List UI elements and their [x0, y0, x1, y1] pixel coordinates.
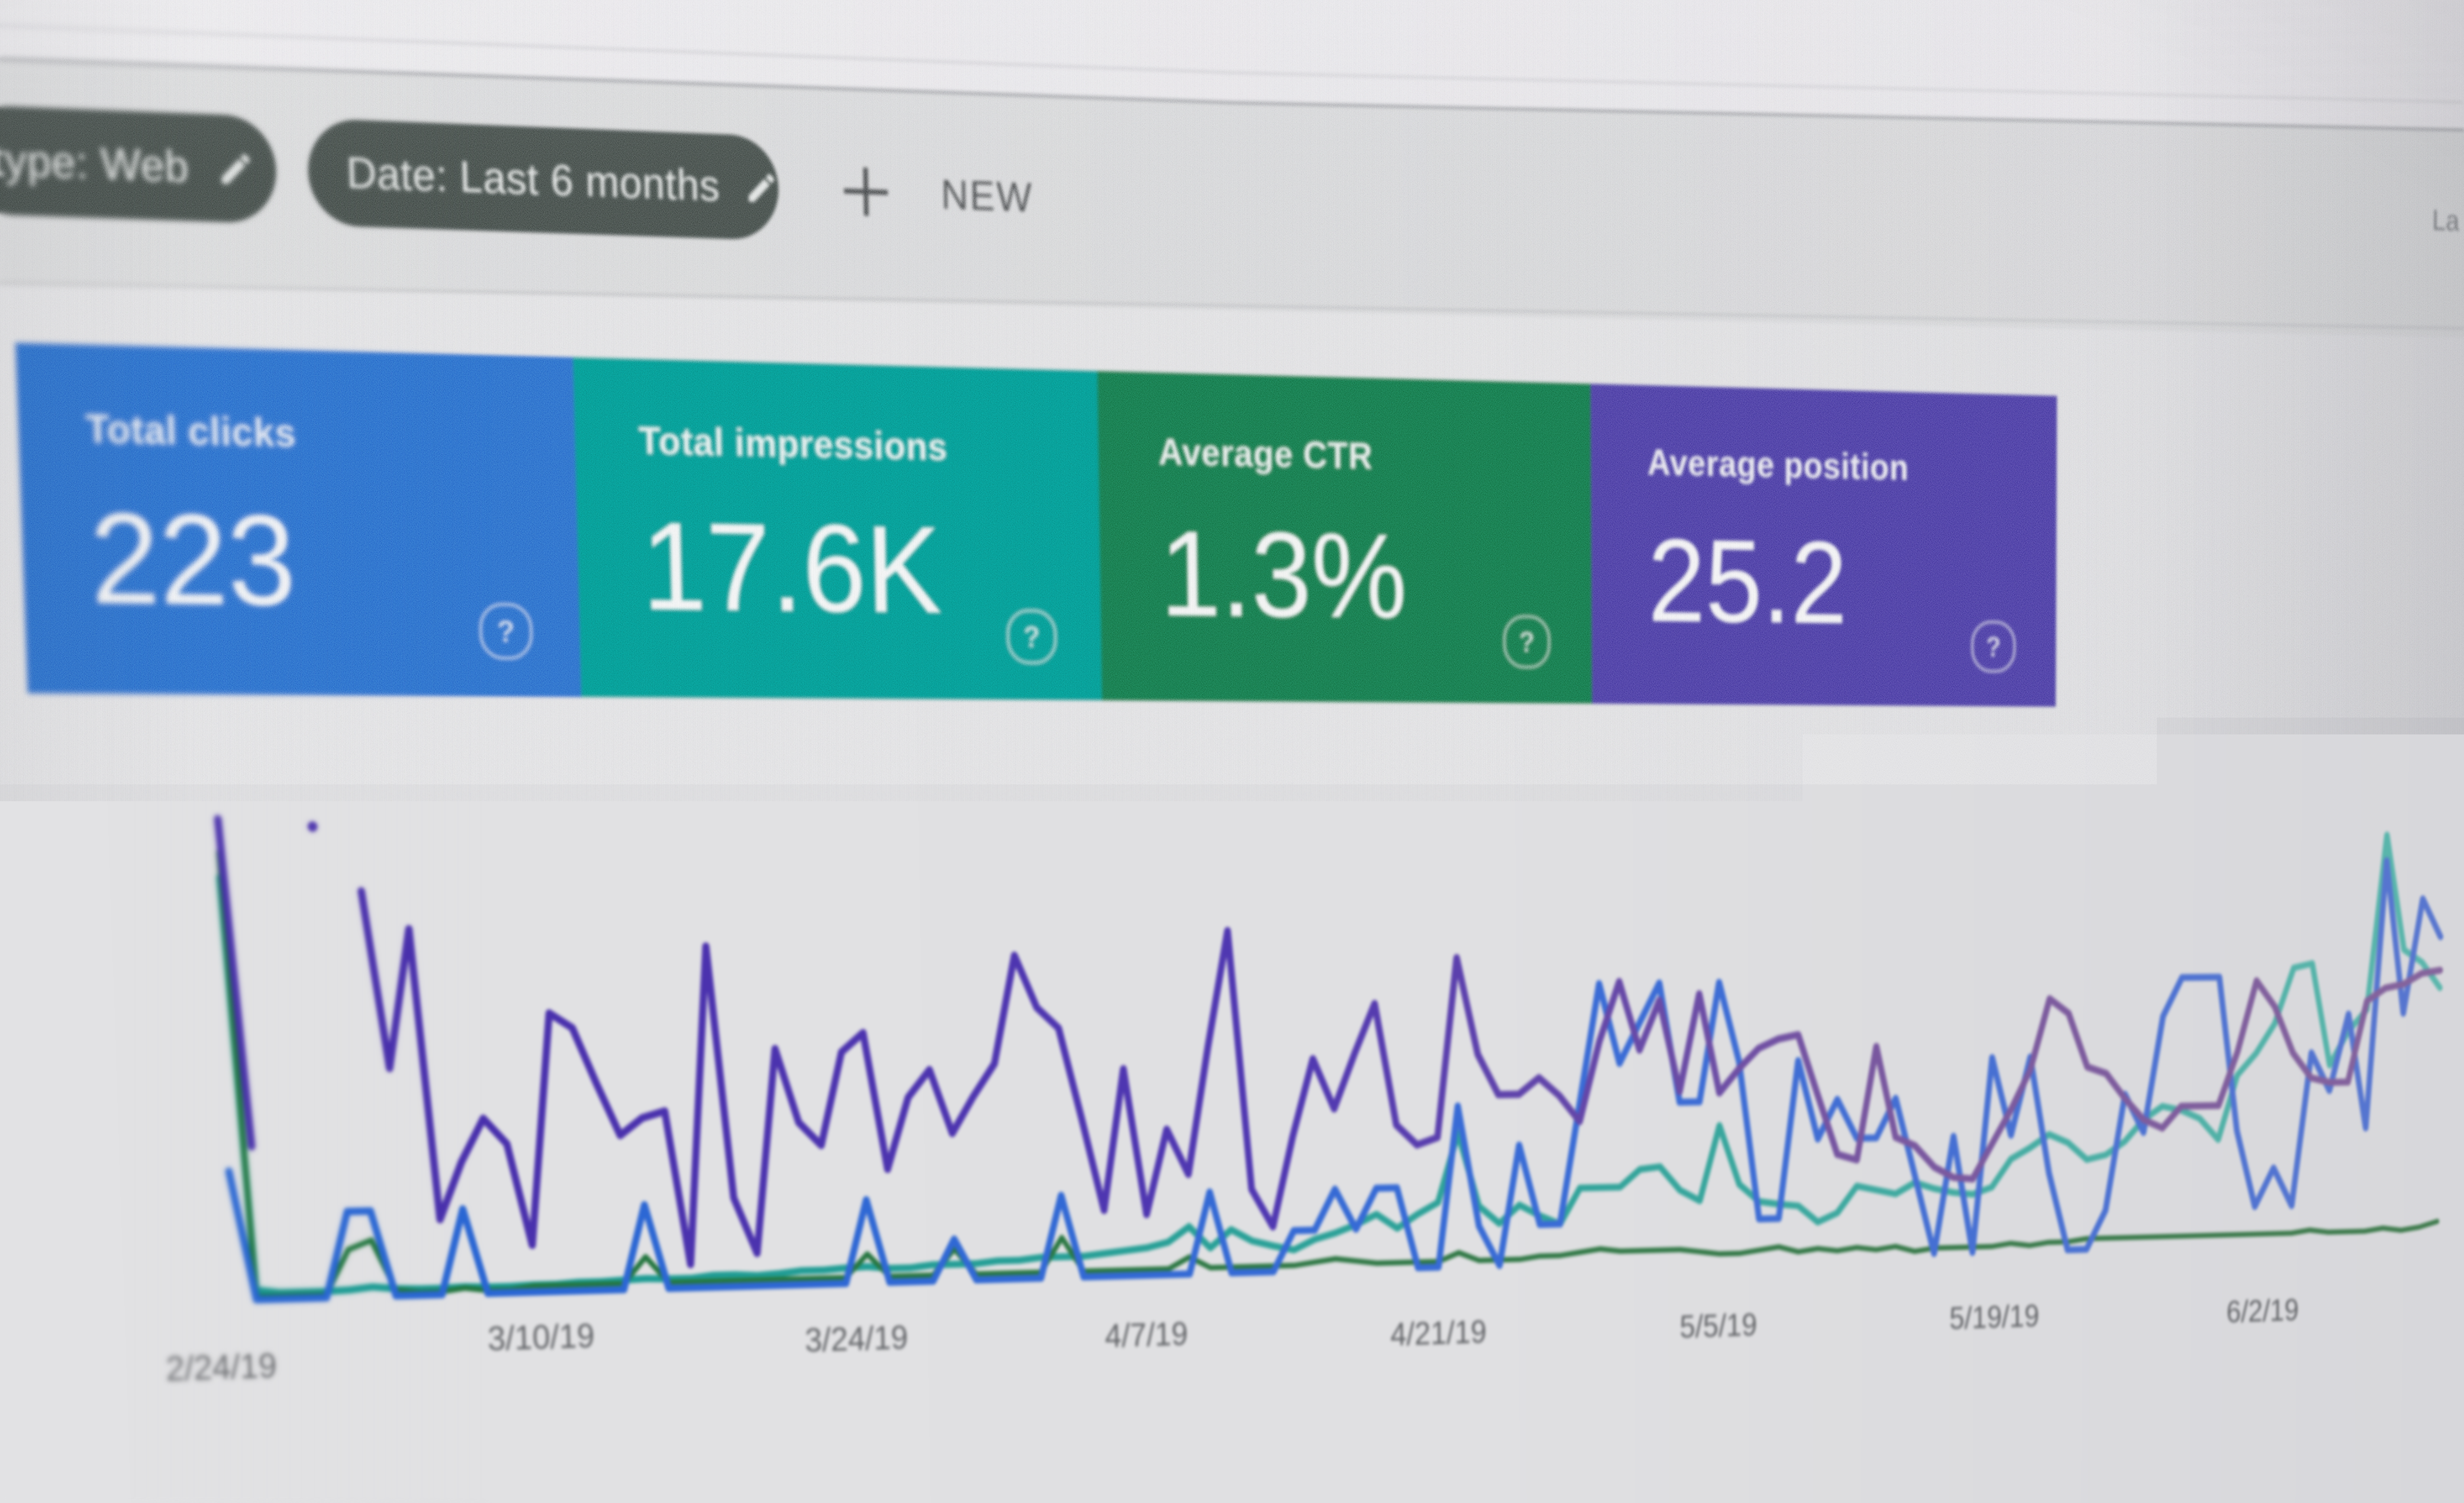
date-chip-label: Date: Last 6 months — [346, 148, 721, 211]
x-tick-label: 2/24/19 — [165, 1345, 277, 1388]
card-value: 25.2 — [1648, 509, 1847, 653]
help-icon-glyph: ? — [1986, 631, 2001, 663]
search-type-filter-chip[interactable]: type: Web — [0, 104, 278, 224]
edit-pencil-icon — [744, 168, 779, 208]
edit-pencil-icon-path — [748, 173, 775, 202]
summary-card-average-position[interactable]: Average position 25.2 ? — [1590, 384, 2057, 707]
summary-card-total-clicks[interactable]: Total clicks 223 ? — [15, 343, 582, 697]
x-tick-label: 3/10/19 — [487, 1316, 595, 1358]
summary-card-total-impressions[interactable]: Total impressions 17.6K ? — [573, 357, 1103, 701]
plus-icon — [844, 167, 888, 217]
series-line-average-position — [218, 819, 251, 1147]
isolated-point-average-position — [307, 821, 318, 832]
x-tick-label: 6/2/19 — [2226, 1292, 2299, 1329]
new-filter-label: NEW — [941, 170, 1034, 222]
date-filter-chip[interactable]: Date: Last 6 months — [306, 118, 780, 241]
help-icon[interactable]: ? — [1971, 620, 2016, 673]
card-value: 223 — [88, 480, 298, 637]
card-title: Total clicks — [85, 405, 297, 456]
edit-pencil-icon-path — [221, 153, 250, 184]
x-tick-label: 4/7/19 — [1105, 1314, 1188, 1354]
search-console-page: type: Web Date: Last 6 months NEW La Tot… — [0, 0, 2464, 1503]
help-icon[interactable]: ? — [1006, 609, 1057, 665]
summary-card-average-ctr[interactable]: Average CTR 1.3% ? — [1097, 371, 1594, 704]
x-tick-label: 3/24/19 — [805, 1318, 909, 1360]
help-icon-glyph: ? — [1519, 625, 1535, 659]
help-icon-glyph: ? — [1023, 620, 1040, 654]
card-title: Total impressions — [638, 418, 948, 469]
x-tick-label: 5/5/19 — [1680, 1306, 1758, 1345]
help-icon[interactable]: ? — [1503, 615, 1551, 669]
x-tick-label: 5/19/19 — [1949, 1298, 2039, 1336]
series-line-total-impressions — [219, 835, 2442, 1294]
card-value: 1.3% — [1159, 500, 1408, 648]
card-title: Average CTR — [1158, 430, 1373, 478]
help-icon[interactable]: ? — [478, 603, 533, 660]
last-updated-fragment: La — [2432, 203, 2459, 238]
x-tick-label: 4/21/19 — [1390, 1313, 1487, 1353]
edit-pencil-icon — [216, 148, 255, 190]
screen-photo: type: Web Date: Last 6 months NEW La Tot… — [0, 0, 2464, 1503]
help-icon-glyph: ? — [497, 614, 515, 650]
card-value: 17.6K — [640, 490, 942, 644]
new-filter-button[interactable]: NEW — [843, 141, 1108, 250]
card-title: Average position — [1647, 441, 1908, 488]
summary-cards-row: Total clicks 223 ? Total impressions 17.… — [15, 343, 2056, 707]
search-type-chip-label: type: Web — [0, 134, 190, 193]
